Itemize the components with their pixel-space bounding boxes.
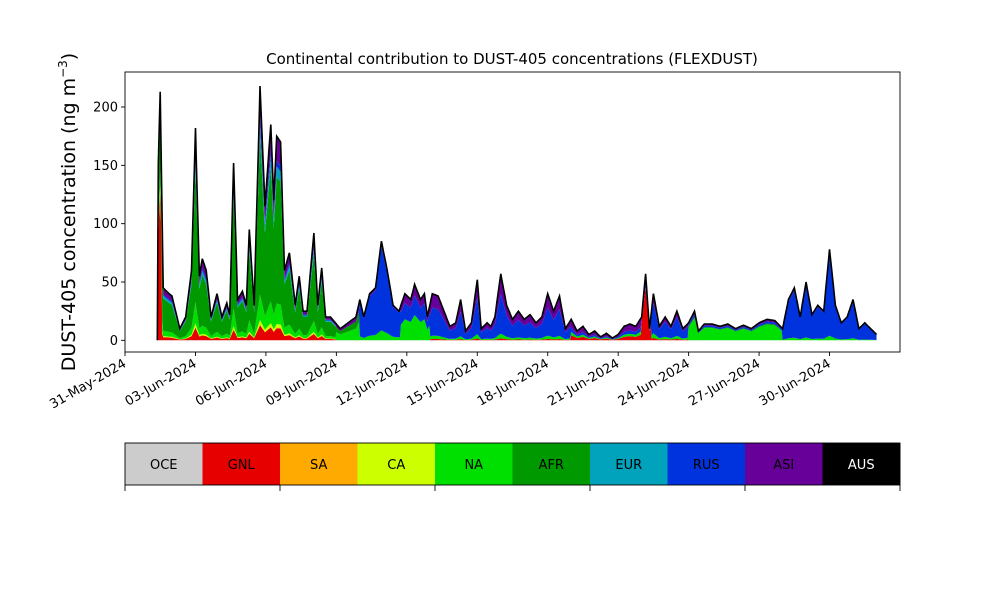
legend-swatch-gnl	[202, 443, 281, 485]
legend-swatch-oce	[125, 443, 203, 485]
area-series-rus	[157, 99, 877, 341]
legend-label-rus: RUS	[693, 458, 720, 473]
region-colorbar-legend: OCE GNL SA CA NA AFR EUR RUS ASI AUS	[124, 442, 901, 491]
x-tick-label: 27-Jun-2024	[686, 356, 763, 409]
y-axis-label-superscript: −3	[56, 60, 70, 78]
x-tick-label: 03-Jun-2024	[123, 356, 200, 409]
legend-swatch-afr	[512, 443, 591, 485]
x-tick-label: 06-Jun-2024	[193, 356, 270, 409]
x-axis: 31-May-202403-Jun-202406-Jun-202409-Jun-…	[47, 352, 834, 412]
y-axis: 0 50 100 150 200	[93, 101, 125, 349]
stacked-area-layers	[157, 86, 877, 341]
x-tick-label: 09-Jun-2024	[264, 356, 341, 409]
legend-label-aus: AUS	[848, 458, 875, 473]
legend-swatch-rus	[667, 443, 746, 485]
plot-area	[124, 71, 901, 353]
y-tick-label: 100	[93, 217, 118, 232]
legend-swatch-ca	[357, 443, 436, 485]
y-axis-label-main: DUST-405 concentration (ng m	[58, 78, 80, 371]
chart-title: Continental contribution to DUST-405 con…	[266, 50, 758, 68]
x-tick-label: 18-Jun-2024	[475, 356, 552, 409]
legend-frame	[124, 442, 901, 486]
legend-label-afr: AFR	[539, 458, 564, 473]
y-axis-label-close: )	[58, 53, 80, 60]
legend-swatch-asi	[745, 443, 823, 485]
x-tick-label: 24-Jun-2024	[616, 356, 693, 409]
y-tick-label: 0	[110, 334, 118, 349]
x-tick-label: 21-Jun-2024	[545, 356, 622, 409]
legend-swatch-aus	[822, 443, 901, 485]
legend-label-oce: OCE	[150, 458, 178, 473]
legend-label-asi: ASI	[773, 458, 794, 473]
x-tick-label: 15-Jun-2024	[404, 356, 481, 409]
y-tick-label: 200	[93, 101, 118, 116]
plot-frame	[124, 71, 901, 353]
legend-label-eur: EUR	[615, 458, 642, 473]
y-tick-label: 50	[101, 276, 118, 291]
legend-label-na: NA	[464, 458, 483, 473]
legend-swatch-eur	[590, 443, 668, 485]
area-series-asi	[157, 86, 877, 341]
legend-label-ca: CA	[387, 458, 405, 473]
legend-label-gnl: GNL	[228, 458, 256, 473]
x-tick-label: 12-Jun-2024	[334, 356, 411, 409]
y-tick-label: 150	[93, 159, 118, 174]
x-tick-label: 30-Jun-2024	[757, 356, 834, 409]
total-concentration-line	[156, 85, 878, 341]
legend-swatch-sa	[280, 443, 358, 485]
legend-swatch-na	[435, 443, 513, 485]
legend-label-sa: SA	[310, 458, 327, 473]
y-axis-label: DUST-405 concentration (ng m−3)	[56, 53, 80, 371]
